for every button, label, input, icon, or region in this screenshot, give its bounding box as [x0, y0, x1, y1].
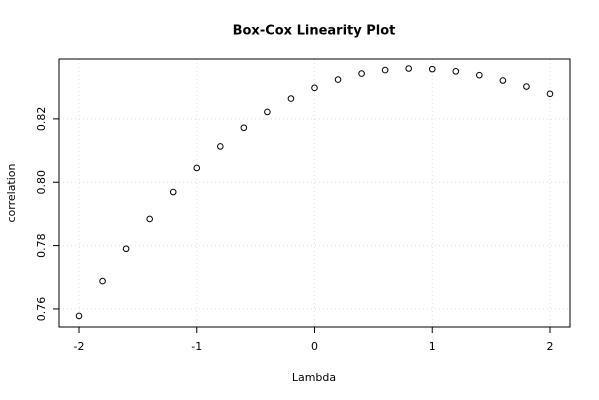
point — [217, 143, 224, 150]
y-tick-label: 0.76 — [35, 297, 48, 322]
point — [311, 84, 318, 92]
point — [452, 68, 460, 75]
point — [169, 188, 177, 196]
point — [122, 245, 130, 253]
chart-title: Box-Cox Linearity Plot — [233, 24, 396, 39]
y-axis-label: correlation — [5, 163, 18, 222]
point — [523, 83, 530, 90]
y-tick-label: 0.82 — [35, 107, 48, 132]
y-tick-label: 0.80 — [35, 170, 48, 195]
point — [428, 65, 436, 73]
x-tick-label: -1 — [191, 340, 202, 353]
point — [146, 215, 153, 223]
y-tick-label: 0.78 — [35, 233, 48, 258]
point — [240, 124, 248, 132]
point — [99, 277, 106, 285]
point — [358, 70, 365, 77]
point — [193, 164, 201, 172]
x-tick-label: 1 — [429, 340, 436, 353]
point — [287, 95, 295, 102]
point — [264, 108, 271, 116]
point — [75, 312, 83, 320]
x-axis-label: Lambda — [292, 371, 336, 384]
point — [499, 77, 507, 84]
point — [546, 90, 554, 98]
x-tick-label: 0 — [311, 340, 318, 353]
point — [381, 66, 389, 74]
point — [334, 76, 342, 83]
plot-frame — [58, 58, 571, 328]
x-tick-label: 2 — [546, 340, 553, 353]
point — [476, 71, 483, 79]
point — [405, 65, 412, 72]
x-tick-label: -2 — [74, 340, 85, 353]
